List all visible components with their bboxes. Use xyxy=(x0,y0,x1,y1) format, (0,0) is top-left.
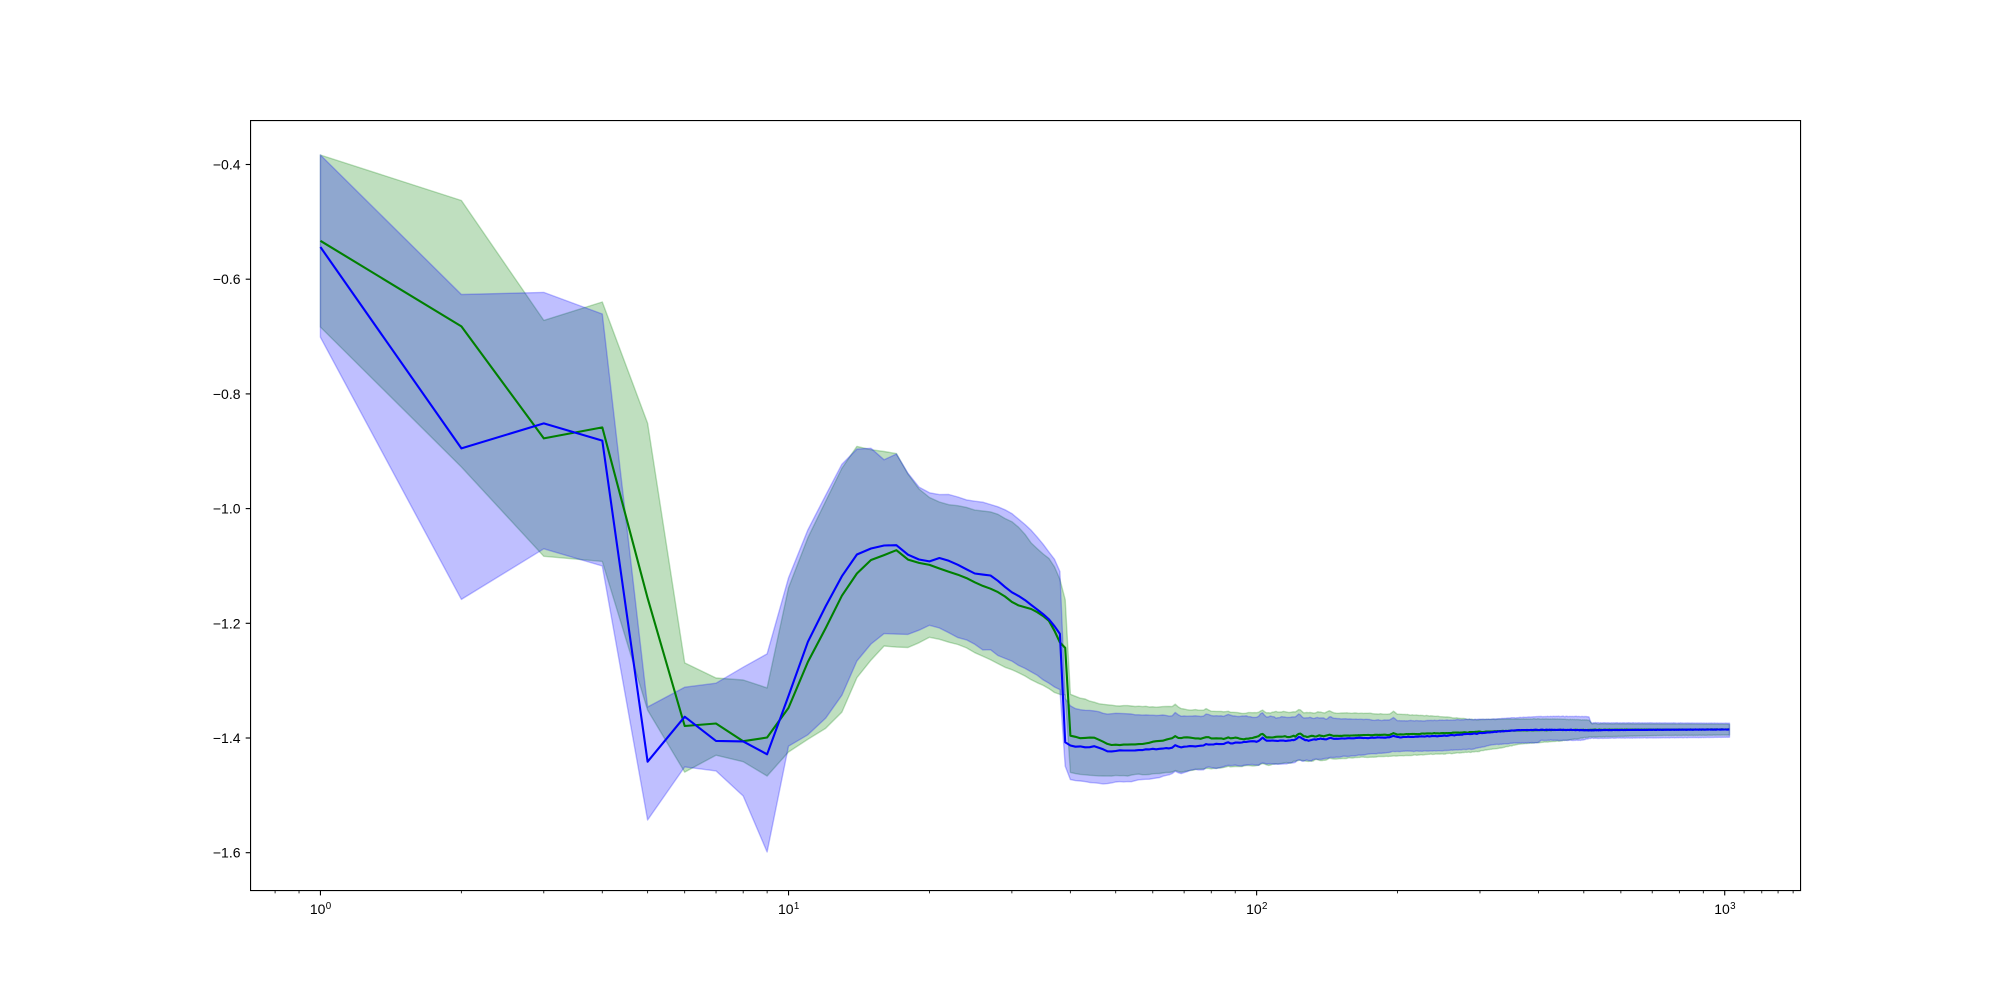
svg-text:10: 10 xyxy=(310,901,326,917)
svg-text:0: 0 xyxy=(326,901,332,912)
svg-text:2: 2 xyxy=(1262,901,1267,912)
svg-text:−0.8: −0.8 xyxy=(213,386,241,402)
svg-text:10: 10 xyxy=(778,901,794,917)
svg-text:−0.4: −0.4 xyxy=(213,157,241,173)
svg-text:−1.4: −1.4 xyxy=(213,730,241,746)
svg-text:−1.0: −1.0 xyxy=(213,501,241,517)
svg-text:10: 10 xyxy=(1714,901,1730,917)
svg-text:−0.6: −0.6 xyxy=(213,271,241,287)
svg-text:3: 3 xyxy=(1730,901,1736,912)
svg-text:−1.2: −1.2 xyxy=(213,615,241,631)
svg-text:1: 1 xyxy=(794,901,799,912)
svg-text:10: 10 xyxy=(1246,901,1262,917)
svg-text:−1.6: −1.6 xyxy=(213,845,241,861)
